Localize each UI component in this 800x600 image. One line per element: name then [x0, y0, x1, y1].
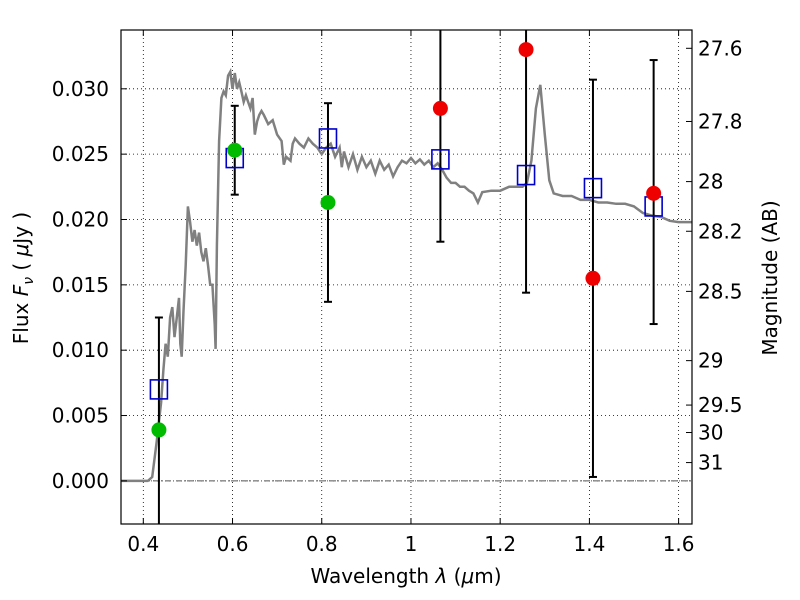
right-tick-label: 28.2 [698, 219, 743, 243]
right-axis-title: Magnitude (AB) [758, 200, 782, 355]
right-tick-label: 27.6 [698, 36, 743, 60]
x-tick-label: 0.4 [127, 532, 159, 556]
axis-ticks: 0.4 0.6 0.8 1 1.2 1.4 1.6 0.000 0.005 0.010 0.015 0… [52, 30, 743, 556]
model-spectrum-line [121, 67, 692, 483]
y-tick-label: 0.020 [52, 207, 109, 231]
error-bar [522, 30, 531, 294]
red-point [646, 185, 662, 201]
error-bar [436, 30, 445, 243]
x-axis-title: Wavelength λ (μm) [310, 564, 501, 588]
x-tick-label: 0.6 [217, 532, 249, 556]
plot-frame [120, 29, 693, 525]
red-point [432, 100, 448, 116]
right-tick-label: 28 [698, 170, 723, 194]
x-tick-label: 1.4 [573, 532, 605, 556]
y-tick-label: 0.000 [52, 469, 109, 493]
grid [121, 30, 692, 524]
x-tick-label: 1 [405, 532, 418, 556]
green-point [227, 142, 243, 158]
right-tick-label: 31 [698, 451, 723, 475]
square-marker [583, 177, 603, 199]
square-marker [431, 149, 450, 170]
square-marker [149, 379, 169, 400]
right-tick-label: 27.8 [698, 109, 743, 133]
green-point [320, 195, 336, 211]
right-tick-label: 29 [698, 349, 723, 373]
right-tick-label: 28.5 [698, 279, 743, 303]
y-axis-title: Flux Fν ( μJy ) [9, 212, 37, 344]
error-bar [154, 316, 163, 524]
green-point [151, 422, 167, 438]
right-tick-label: 29.5 [698, 393, 743, 417]
x-tick-label: 0.8 [306, 532, 338, 556]
data-marks [149, 30, 663, 524]
y-tick-label: 0.025 [52, 142, 109, 166]
y-tick-label: 0.010 [52, 338, 109, 362]
square-marker [318, 128, 338, 149]
y-tick-label: 0.030 [52, 77, 109, 101]
red-point [518, 42, 534, 58]
x-tick-label: 1.6 [663, 532, 695, 556]
x-tick-label: 1.2 [484, 532, 516, 556]
y-tick-label: 0.005 [52, 404, 109, 428]
y-tick-label: 0.015 [52, 273, 109, 297]
red-point [585, 270, 601, 286]
square-marker [516, 164, 536, 186]
right-tick-label: 30 [698, 421, 723, 445]
